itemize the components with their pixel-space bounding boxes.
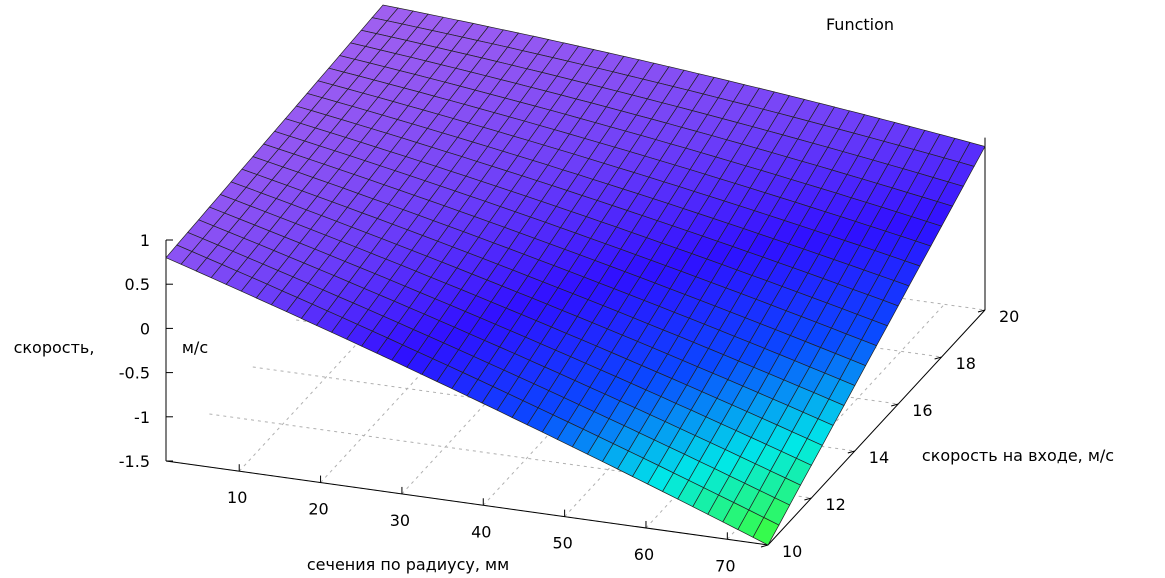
y-tick-label: 18 — [956, 354, 976, 373]
y-axis-label: скорость на входе, м/с — [922, 446, 1114, 465]
z-tick-label: -1 — [134, 408, 150, 427]
plot-axes — [165, 137, 986, 546]
surface-mesh — [165, 4, 986, 546]
y-tick-label: 12 — [825, 495, 845, 514]
legend-function-label: Function — [826, 15, 894, 34]
floor-grid-line-x — [726, 303, 945, 540]
y-tick-label: 14 — [869, 448, 889, 467]
y-tick-mark — [804, 497, 812, 501]
x-tick-label: 40 — [471, 522, 491, 541]
y-tick-mark — [977, 309, 986, 313]
y-tick-label: 20 — [999, 307, 1019, 326]
x-axis-line — [165, 460, 769, 546]
x-tick-label: 20 — [308, 500, 328, 519]
x-axis-label: сечения по радиусу, мм — [307, 555, 509, 574]
y-tick-mark — [760, 544, 769, 548]
z-tick-label: -1.5 — [119, 452, 150, 471]
y-tick-mark — [891, 403, 899, 407]
y-tick-mark — [847, 450, 855, 454]
z-tick-label: -0.5 — [119, 364, 150, 383]
x-tick-label: 30 — [390, 511, 410, 530]
x-tick-label: 50 — [552, 534, 572, 553]
y-tick-label: 16 — [912, 401, 932, 420]
x-tick-label: 70 — [715, 556, 735, 575]
z-axis-label-part2: м/с — [182, 338, 208, 357]
z-axis-label-part1: скорость, — [14, 338, 95, 357]
tick-labels: 10 20 30 40 50 60 70 10 12 14 16 18 20 -1.5 -1 -0.5 0 0.5… — [119, 231, 1020, 575]
x-tick-label: 10 — [227, 488, 247, 507]
z-tick-label: 0.5 — [125, 275, 150, 294]
y-axis-line — [767, 309, 986, 546]
x-tick-label: 60 — [634, 545, 654, 564]
surface-patch — [752, 517, 780, 546]
z-tick-label: 0 — [140, 319, 150, 338]
y-tick-label: 10 — [782, 542, 802, 561]
y-tick-mark — [934, 356, 942, 360]
z-tick-label: 1 — [140, 231, 150, 250]
